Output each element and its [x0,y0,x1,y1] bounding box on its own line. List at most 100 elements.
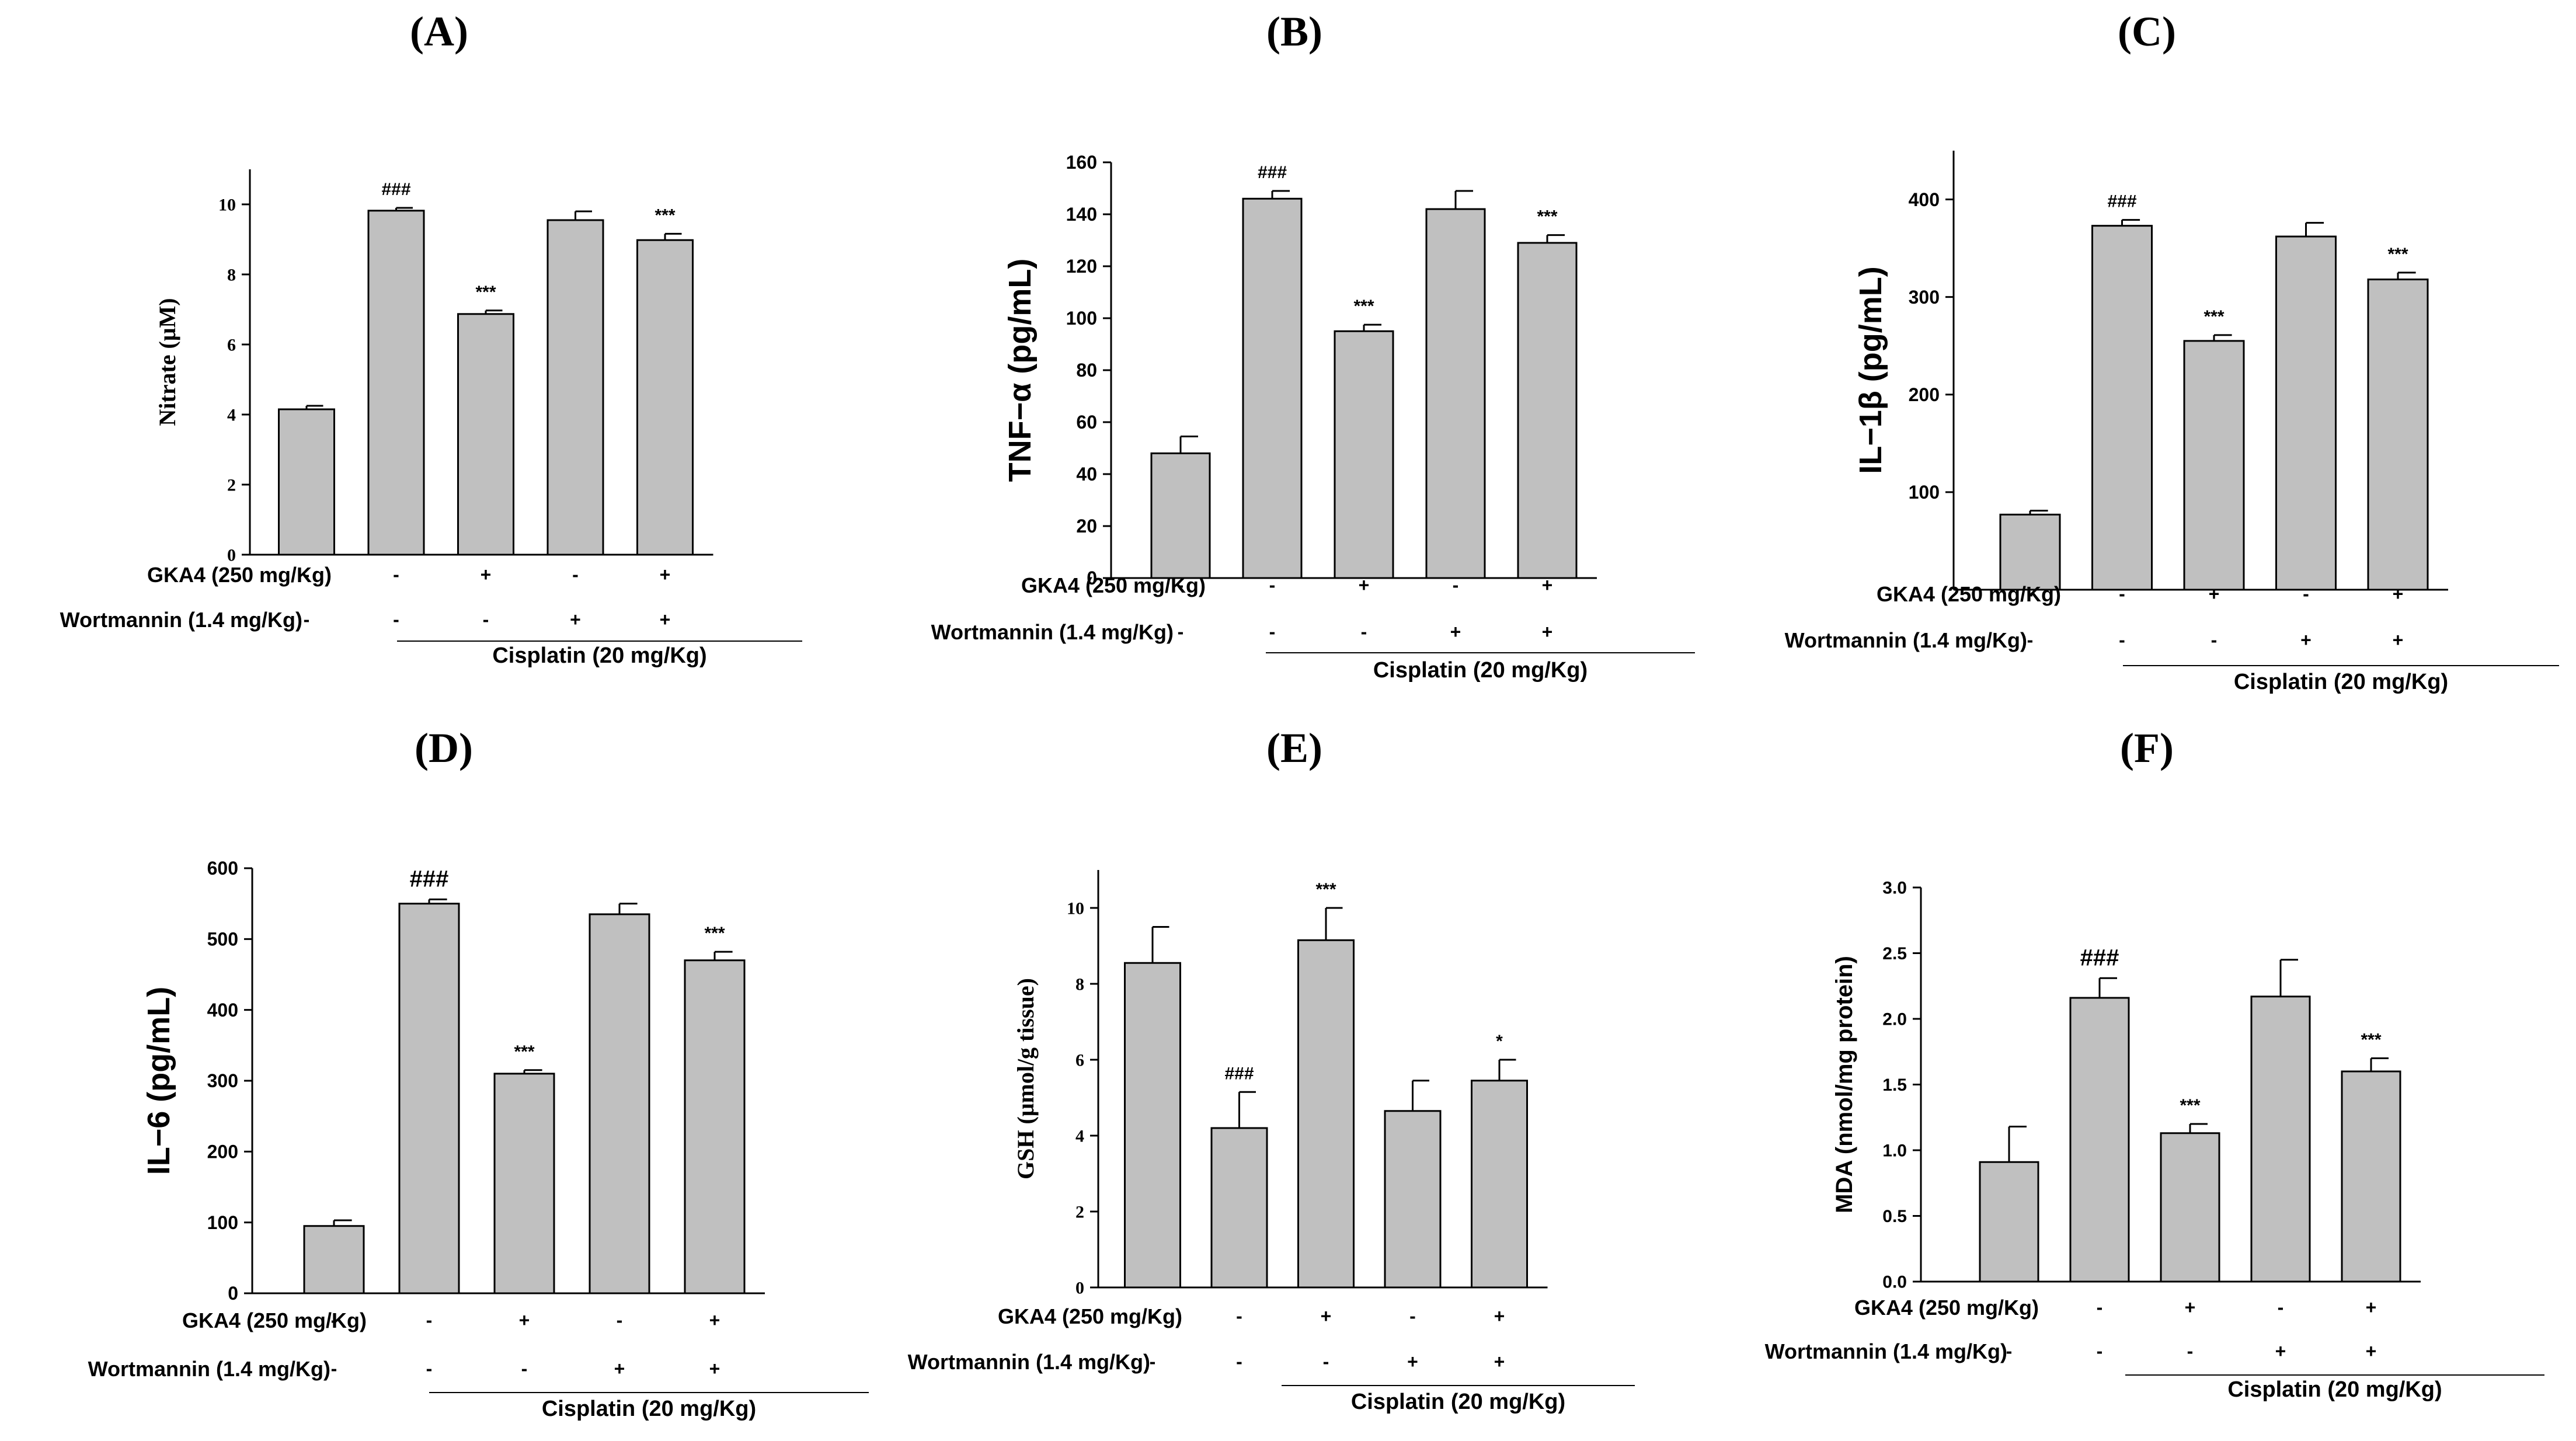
y-axis-label: TNF−α (pg/mL) [1002,259,1038,482]
y-tick-label: 20 [1076,516,1097,537]
row1-sign: - [1269,575,1276,596]
row1-sign: - [331,1310,337,1331]
row2-label: Wortmannin (1.4 mg/Kg) [60,608,302,632]
row1-sign: - [2027,583,2034,604]
row1-sign: + [1542,575,1553,596]
y-tick-label: 2 [1075,1203,1084,1222]
row1-sign: - [2303,583,2309,604]
significance-marker: *** [475,283,496,302]
row2-sign: - [2097,1341,2103,1362]
row1-sign: - [2006,1297,2013,1318]
bar-4 [1384,1110,1442,1289]
y-axis-label: IL−6 (pg/mL) [141,987,176,1175]
row2-sign: - [331,1358,337,1379]
y-tick-label: 100 [1066,308,1097,329]
chart-panel-c: (C) 100 200 300 400 IL−1β (pg/mL) ### *** *** GKA… [1785,8,2559,694]
bar-5 [636,239,694,556]
row2-sign: - [304,609,310,630]
significance-marker: *** [1353,297,1374,316]
y-tick-label: 140 [1066,204,1097,225]
row1-sign: - [2278,1297,2284,1318]
row1-sign: + [519,1310,530,1331]
row2-label: Wortmannin (1.4 mg/Kg) [1765,1339,2007,1363]
bar-3 [493,1073,555,1294]
y-tick-label: 1.0 [1882,1141,1907,1161]
y-tick-label: 0 [227,546,236,565]
bar-3 [2183,340,2245,591]
row2-sign: - [2187,1341,2194,1362]
bar-4 [2275,235,2337,591]
row1-sign: + [1359,575,1370,596]
row1-sign: - [617,1310,623,1331]
bar-1 [303,1225,365,1294]
row2-sign: + [1407,1351,1418,1372]
row1-sign: + [1494,1306,1505,1327]
row2-sign: + [709,1358,720,1379]
y-tick-label: 200 [207,1141,238,1162]
row2-sign: + [614,1358,625,1379]
bar-4 [1425,208,1486,579]
y-tick-label: 10 [218,196,236,215]
significance-marker: ### [2107,192,2136,211]
row1-sign: - [426,1310,433,1331]
significance-marker: ### [1258,163,1287,182]
y-tick-label: 4 [227,406,236,425]
row2-sign: - [521,1358,528,1379]
y-tick-label: 400 [1909,189,1940,210]
bar-2 [398,903,460,1294]
row2-sign: + [660,609,671,630]
row2-label: Wortmannin (1.4 mg/Kg) [1785,628,2027,652]
row1-sign: - [1236,1306,1242,1327]
row1-sign: + [1321,1306,1332,1327]
panel-label: (C) [2118,8,2176,55]
row2-sign: - [1178,621,1184,642]
row2-sign: + [1450,621,1461,642]
y-axis-label: GSH (μmol/g tissue) [1012,978,1039,1179]
y-tick-label: 0 [228,1283,238,1304]
significance-marker: *** [2180,1096,2200,1115]
row1-sign: - [572,564,579,585]
bar-2 [1242,197,1303,579]
y-tick-label: 6 [227,336,236,355]
y-tick-label: 2 [227,476,236,495]
row2-sign: + [2393,629,2404,650]
y-tick-label: 600 [207,858,238,879]
row1-label: GKA4 (250 mg/Kg) [1877,582,2061,606]
group-label: Cisplatin (20 mg/Kg) [2234,670,2448,694]
row1-label: GKA4 (250 mg/Kg) [1854,1296,2039,1320]
y-tick-label: 0 [1087,568,1097,589]
bar-5 [2341,1070,2401,1283]
bar-1 [1999,513,2061,591]
y-tick-label: 10 [1067,899,1084,918]
row1-sign: + [2185,1297,2196,1318]
bar-5 [1517,242,1578,579]
bar-4 [546,219,604,556]
row1-sign: + [2393,583,2404,604]
significance-marker: ### [381,180,410,199]
row2-sign: + [2275,1341,2286,1362]
row1-sign: + [481,564,492,585]
chart-panel-d: (D) 0 100 200 300 400 500 600 IL−6 (pg/mL) ### ***… [88,725,869,1421]
y-axis-label: Nitrate (μM) [154,298,180,426]
y-tick-label: 200 [1909,384,1940,405]
row2-sign: + [1494,1351,1505,1372]
significance-marker: ### [2080,945,2119,970]
y-tick-label: 300 [1909,287,1940,308]
bar-1 [1150,452,1211,579]
y-tick-label: 500 [207,929,238,950]
row2-sign: - [426,1358,433,1379]
panel-label: (F) [2120,725,2174,771]
significance-marker: *** [514,1042,534,1061]
significance-marker: * [1496,1032,1503,1051]
panel-label: (D) [415,725,473,771]
chart-panel-b: (B) 0 20 40 60 80 100 120 140 160 TNF−α (pg/mL) ###… [931,8,1695,683]
bar-2 [2069,997,2130,1283]
row2-sign: + [570,609,581,630]
y-tick-label: 100 [207,1212,238,1233]
y-tick-label: 0 [1075,1279,1084,1298]
bar-2 [2091,225,2153,591]
panel-label: (A) [410,8,468,55]
chart-panel-a: (A) 0 2 4 6 8 10 Nitrate (μM) ### *** *** GKA4 (250… [60,8,802,668]
row2-sign: - [2119,629,2125,650]
bar-3 [1334,330,1394,579]
